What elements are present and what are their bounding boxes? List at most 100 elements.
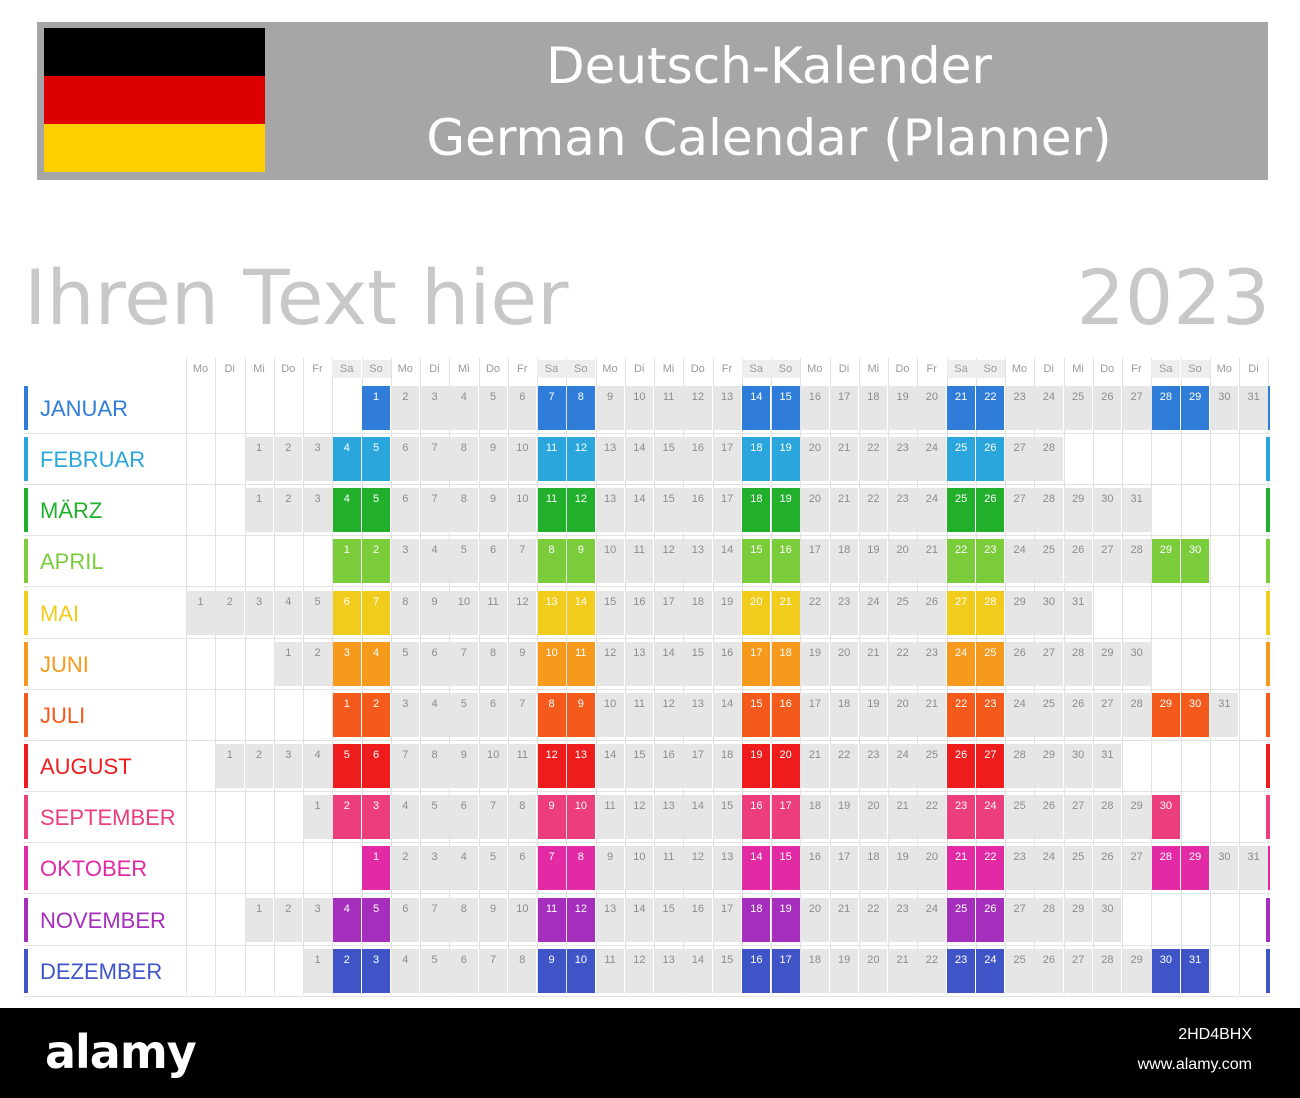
row-separator	[24, 893, 1270, 895]
weekday-header-mo: Mo	[807, 363, 823, 375]
day-cell: 18	[859, 846, 888, 891]
weekend-day-cell: 5	[332, 744, 361, 789]
day-cell: 15	[654, 897, 683, 942]
day-cell: 30	[1093, 488, 1122, 533]
day-cell: 8	[508, 948, 537, 993]
grid-column-line	[888, 358, 889, 994]
row-separator	[24, 637, 1270, 639]
weekend-day-cell: 23	[976, 539, 1005, 584]
day-cell: 6	[391, 488, 420, 533]
grid-column-line	[683, 358, 685, 994]
day-cell: 4	[449, 846, 478, 891]
day-cell: 16	[683, 897, 712, 942]
day-cell: 31	[1122, 488, 1151, 533]
month-color-bar-right	[1266, 795, 1270, 840]
day-cell: 13	[683, 539, 712, 584]
weekday-header-mo: Mo	[602, 363, 618, 375]
weekend-day-cell: 4	[332, 488, 361, 533]
day-cell: 1	[245, 897, 274, 942]
weekend-day-cell: 1	[332, 692, 361, 737]
day-cell: 6	[508, 386, 537, 430]
weekend-day-cell: 17	[771, 948, 800, 993]
grid-column-line	[595, 358, 597, 994]
weekend-day-cell: 30	[1181, 692, 1210, 737]
day-cell: 9	[596, 846, 625, 891]
weekend-day-cell: 16	[742, 948, 771, 993]
weekday-header-fr: Fr	[312, 363, 323, 375]
grid-column-line	[1151, 358, 1153, 994]
day-cell: 22	[830, 744, 859, 789]
day-cell: 26	[1005, 641, 1034, 686]
calendar-year: 2023	[1076, 253, 1270, 342]
day-cell: 24	[917, 437, 946, 482]
day-cell: 24	[1034, 846, 1063, 891]
grid-column-line	[1063, 358, 1065, 994]
weekend-day-cell: 20	[771, 744, 800, 789]
day-cell: 28	[1034, 488, 1063, 533]
grid-column-line	[332, 358, 334, 994]
day-cell: 13	[713, 386, 742, 430]
day-cell: 1	[245, 488, 274, 533]
day-cell: 7	[508, 692, 537, 737]
day-cell: 13	[654, 948, 683, 993]
weekday-header-fr: Fr	[926, 363, 937, 375]
weekend-day-cell: 30	[1151, 795, 1180, 840]
weekend-day-cell: 9	[537, 795, 566, 840]
weekend-day-cell: 1	[332, 539, 361, 584]
day-cell: 5	[303, 590, 332, 635]
day-cell: 1	[186, 590, 215, 635]
weekday-header-mi: Mi	[457, 363, 470, 375]
day-cell: 19	[713, 590, 742, 635]
weekend-day-cell: 7	[362, 590, 391, 635]
day-cell: 8	[449, 488, 478, 533]
day-cell: 28	[1034, 897, 1063, 942]
day-cell: 5	[449, 692, 478, 737]
grid-column-line	[507, 358, 509, 994]
day-cell: 26	[1093, 386, 1122, 430]
weekend-day-cell: 6	[332, 590, 361, 635]
day-cell: 8	[391, 590, 420, 635]
month-color-bar-left	[24, 692, 28, 737]
day-cell: 1	[274, 641, 303, 686]
day-cell: 10	[449, 590, 478, 635]
day-cell: 29	[1034, 744, 1063, 789]
alamy-logo: alamy	[45, 1025, 197, 1079]
day-cell: 6	[479, 692, 508, 737]
day-cell: 9	[420, 590, 449, 635]
day-cell: 15	[654, 488, 683, 533]
day-cell: 2	[391, 846, 420, 891]
row-separator	[24, 433, 1270, 434]
day-cell: 8	[449, 437, 478, 482]
day-cell: 30	[1093, 897, 1122, 942]
day-cell: 12	[508, 590, 537, 635]
day-cell: 29	[1122, 795, 1151, 840]
weekday-header-so: So	[361, 360, 391, 378]
weekend-day-cell: 18	[742, 897, 771, 942]
weekend-day-cell: 15	[771, 386, 800, 430]
day-cell: 10	[479, 744, 508, 789]
weekday-header-di: Di	[1248, 363, 1259, 375]
day-cell: 22	[888, 641, 917, 686]
day-cell: 6	[449, 795, 478, 840]
weekend-day-cell: 9	[537, 948, 566, 993]
day-cell: 17	[800, 539, 829, 584]
weekend-day-cell: 17	[771, 795, 800, 840]
day-cell: 3	[245, 590, 274, 635]
day-cell: 1	[245, 437, 274, 482]
day-cell: 21	[830, 897, 859, 942]
weekend-day-cell: 1	[362, 386, 391, 430]
day-cell: 9	[479, 437, 508, 482]
day-cell: 21	[859, 641, 888, 686]
day-cell: 25	[1034, 692, 1063, 737]
weekend-day-cell: 25	[947, 488, 976, 533]
day-cell: 22	[859, 437, 888, 482]
day-cell: 24	[1005, 692, 1034, 737]
weekend-day-cell: 15	[742, 692, 771, 737]
day-cell: 8	[479, 641, 508, 686]
day-cell: 8	[508, 795, 537, 840]
weekend-day-cell: 28	[1151, 846, 1180, 891]
day-cell: 7	[508, 539, 537, 584]
month-color-bar-left	[24, 897, 28, 942]
weekday-header-so: So	[975, 360, 1005, 378]
grid-column-line	[420, 358, 421, 994]
